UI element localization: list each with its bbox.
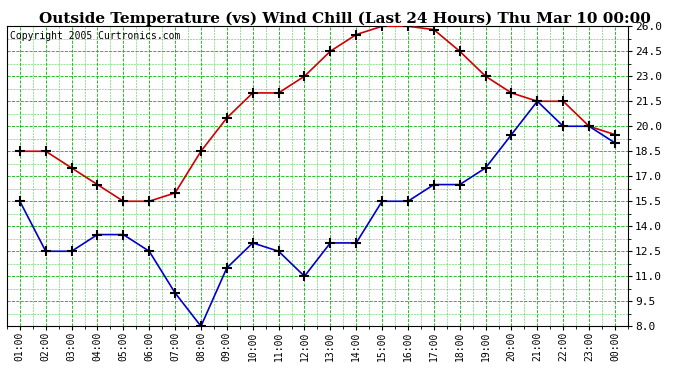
Text: Copyright 2005 Curtronics.com: Copyright 2005 Curtronics.com xyxy=(10,31,180,41)
Text: Outside Temperature (vs) Wind Chill (Last 24 Hours) Thu Mar 10 00:00: Outside Temperature (vs) Wind Chill (Las… xyxy=(39,11,651,26)
